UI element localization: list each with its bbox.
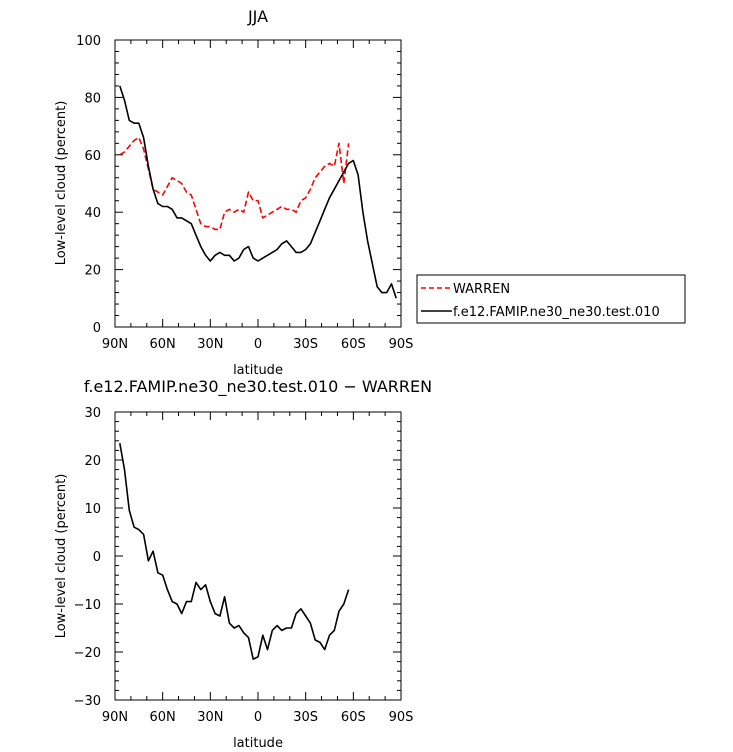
legend-box xyxy=(416,274,686,324)
top-y-tick-label: 100 xyxy=(76,34,101,49)
top-panel: JJA 90N 60N 30N 0 30S 60S 90S 0 20 40 60 80 100 lat… xyxy=(54,7,686,378)
bottom-x-tick-label: 30S xyxy=(293,710,318,725)
top-x-tick-label: 30N xyxy=(197,337,223,352)
top-x-tick-label: 90S xyxy=(389,337,414,352)
top-x-axis-label: latitude xyxy=(233,363,283,378)
top-tick-marks xyxy=(114,39,402,328)
top-series-f-e12-famip-ne30-ne30-test-010 xyxy=(119,85,397,299)
bottom-x-tick-label: 90S xyxy=(389,710,414,725)
legend-label-warren: WARREN xyxy=(453,282,510,297)
top-plot-frame xyxy=(114,39,402,328)
bottom-series-lines xyxy=(119,443,350,661)
top-y-tick-label: 20 xyxy=(84,264,101,279)
bottom-y-axis-label: Low-level cloud (percent) xyxy=(54,474,69,639)
top-x-tick-label: 30S xyxy=(293,337,318,352)
bottom-x-tick-label: 90N xyxy=(102,710,128,725)
bottom-x-tick-labels: 90N 60N 30N 0 30S 60S 90S xyxy=(102,710,414,725)
top-series-lines xyxy=(119,85,397,299)
bottom-x-tick-label: 60N xyxy=(150,710,176,725)
legend: WARREN f.e12.FAMIP.ne30_ne30.test.010 xyxy=(416,274,686,324)
bottom-y-tick-label: −20 xyxy=(74,646,101,661)
top-y-tick-labels: 0 20 40 60 80 100 xyxy=(76,34,101,336)
bottom-x-tick-label: 60S xyxy=(341,710,366,725)
bottom-chart-title: f.e12.FAMIP.ne30_ne30.test.010 − WARREN xyxy=(84,377,432,397)
bottom-tick-marks xyxy=(114,411,402,701)
bottom-y-tick-labels: −30 −20 −10 0 10 20 30 xyxy=(74,406,101,709)
top-x-tick-label: 60S xyxy=(341,337,366,352)
top-x-tick-label: 60N xyxy=(150,337,176,352)
bottom-y-tick-label: −10 xyxy=(74,598,101,613)
top-y-axis-label: Low-level cloud (percent) xyxy=(54,101,69,266)
top-y-tick-label: 60 xyxy=(84,149,101,164)
bottom-series-difference xyxy=(119,443,350,661)
legend-label-model: f.e12.FAMIP.ne30_ne30.test.010 xyxy=(453,305,660,320)
bottom-y-tick-label: −30 xyxy=(74,694,101,709)
top-x-tick-labels: 90N 60N 30N 0 30S 60S 90S xyxy=(102,337,414,352)
bottom-y-tick-label: 30 xyxy=(84,406,101,421)
bottom-x-tick-label: 30N xyxy=(197,710,223,725)
top-y-tick-label: 80 xyxy=(84,91,101,106)
top-x-tick-label: 90N xyxy=(102,337,128,352)
top-y-tick-label: 0 xyxy=(93,321,101,336)
top-y-tick-label: 40 xyxy=(84,206,101,221)
bottom-y-tick-label: 10 xyxy=(84,502,101,517)
bottom-x-tick-label: 0 xyxy=(254,710,262,725)
bottom-y-tick-label: 20 xyxy=(84,454,101,469)
bottom-plot-frame xyxy=(114,411,402,701)
bottom-x-axis-label: latitude xyxy=(233,736,283,751)
bottom-panel: f.e12.FAMIP.ne30_ne30.test.010 − WARREN … xyxy=(54,377,432,751)
bottom-y-tick-label: 0 xyxy=(93,550,101,565)
top-series-warren xyxy=(119,136,350,231)
top-x-tick-label: 0 xyxy=(254,337,262,352)
top-chart-title: JJA xyxy=(247,7,268,26)
